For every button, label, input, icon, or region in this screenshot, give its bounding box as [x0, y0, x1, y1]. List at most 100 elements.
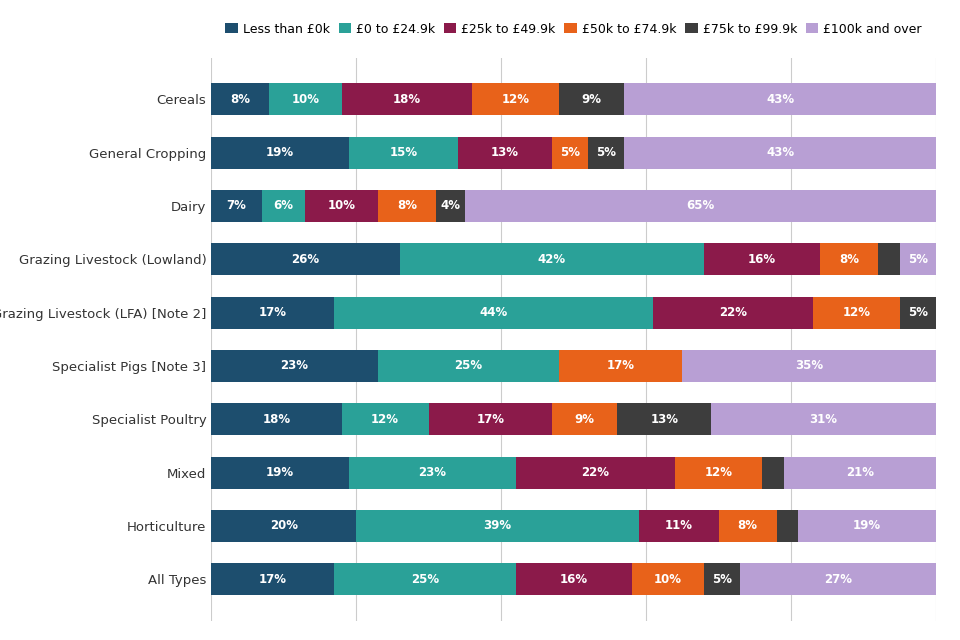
Text: 6%: 6% [274, 200, 294, 212]
Text: 17%: 17% [259, 306, 287, 319]
Text: 20%: 20% [270, 520, 298, 532]
Bar [900, 296, 936, 328]
Bar [262, 190, 305, 222]
Text: 15%: 15% [389, 146, 418, 159]
Text: 22%: 22% [719, 306, 747, 319]
Text: 19%: 19% [266, 146, 294, 159]
Bar [624, 83, 936, 115]
Text: 19%: 19% [266, 466, 294, 479]
Text: 12%: 12% [705, 466, 732, 479]
Text: 8%: 8% [737, 520, 757, 532]
Text: 11%: 11% [664, 520, 693, 532]
Text: 31%: 31% [809, 413, 838, 426]
Bar [472, 83, 559, 115]
Text: 12%: 12% [842, 306, 871, 319]
Text: 26%: 26% [292, 253, 320, 266]
Bar [211, 350, 378, 382]
Text: 18%: 18% [393, 93, 420, 106]
Bar [269, 83, 342, 115]
Bar [334, 563, 516, 595]
Bar [711, 403, 936, 435]
Text: 16%: 16% [748, 253, 776, 266]
Text: 9%: 9% [582, 93, 602, 106]
Bar [516, 563, 632, 595]
Text: 44%: 44% [480, 306, 508, 319]
Text: 18%: 18% [262, 413, 291, 426]
Bar [211, 296, 334, 328]
Bar [783, 456, 936, 488]
Text: 43%: 43% [766, 146, 794, 159]
Text: 65%: 65% [686, 200, 714, 212]
Text: 43%: 43% [766, 93, 794, 106]
Bar [348, 136, 458, 168]
Bar [211, 563, 334, 595]
Text: 39%: 39% [484, 520, 512, 532]
Text: 10%: 10% [654, 573, 682, 586]
Bar [378, 350, 559, 382]
Bar [632, 563, 704, 595]
Bar [378, 190, 436, 222]
Text: 5%: 5% [560, 146, 580, 159]
Text: 16%: 16% [560, 573, 588, 586]
Text: 9%: 9% [574, 413, 594, 426]
Bar [624, 136, 936, 168]
Text: 5%: 5% [908, 253, 928, 266]
Text: 21%: 21% [846, 466, 874, 479]
Bar [211, 456, 348, 488]
Text: 17%: 17% [607, 360, 635, 372]
Bar [718, 510, 777, 542]
Text: 4%: 4% [441, 200, 461, 212]
Bar [458, 136, 552, 168]
Bar [211, 403, 342, 435]
Text: 23%: 23% [419, 466, 446, 479]
Bar [428, 403, 552, 435]
Bar [305, 190, 378, 222]
Bar [211, 136, 348, 168]
Bar [878, 243, 900, 275]
Bar [559, 350, 683, 382]
Text: 5%: 5% [596, 146, 616, 159]
Text: 5%: 5% [908, 306, 928, 319]
Text: 8%: 8% [230, 93, 251, 106]
Bar [762, 456, 783, 488]
Bar [436, 190, 465, 222]
Bar [211, 190, 262, 222]
Bar [356, 510, 638, 542]
Text: 27%: 27% [824, 573, 852, 586]
Bar [813, 296, 900, 328]
Bar [399, 243, 704, 275]
Bar [683, 350, 936, 382]
Text: 17%: 17% [259, 573, 287, 586]
Text: 35%: 35% [795, 360, 824, 372]
Text: 25%: 25% [411, 573, 439, 586]
Bar [516, 456, 675, 488]
Text: 19%: 19% [853, 520, 881, 532]
Bar [617, 403, 711, 435]
Bar [211, 243, 399, 275]
Bar [704, 243, 820, 275]
Text: 17%: 17% [476, 413, 504, 426]
Bar [342, 83, 472, 115]
Text: 8%: 8% [396, 200, 417, 212]
Bar [334, 296, 654, 328]
Text: 10%: 10% [327, 200, 355, 212]
Bar [900, 243, 936, 275]
Text: 42%: 42% [538, 253, 565, 266]
Bar [799, 510, 936, 542]
Bar [777, 510, 799, 542]
Text: 13%: 13% [650, 413, 678, 426]
Text: 10%: 10% [292, 93, 320, 106]
Bar [552, 403, 617, 435]
Text: 5%: 5% [712, 573, 732, 586]
Bar [740, 563, 936, 595]
Bar [704, 563, 740, 595]
Text: 23%: 23% [280, 360, 308, 372]
Bar [348, 456, 516, 488]
Text: 7%: 7% [227, 200, 247, 212]
Bar [211, 510, 356, 542]
Bar [552, 136, 588, 168]
Text: 12%: 12% [502, 93, 530, 106]
Bar [342, 403, 428, 435]
Bar [820, 243, 878, 275]
Text: 12%: 12% [372, 413, 399, 426]
